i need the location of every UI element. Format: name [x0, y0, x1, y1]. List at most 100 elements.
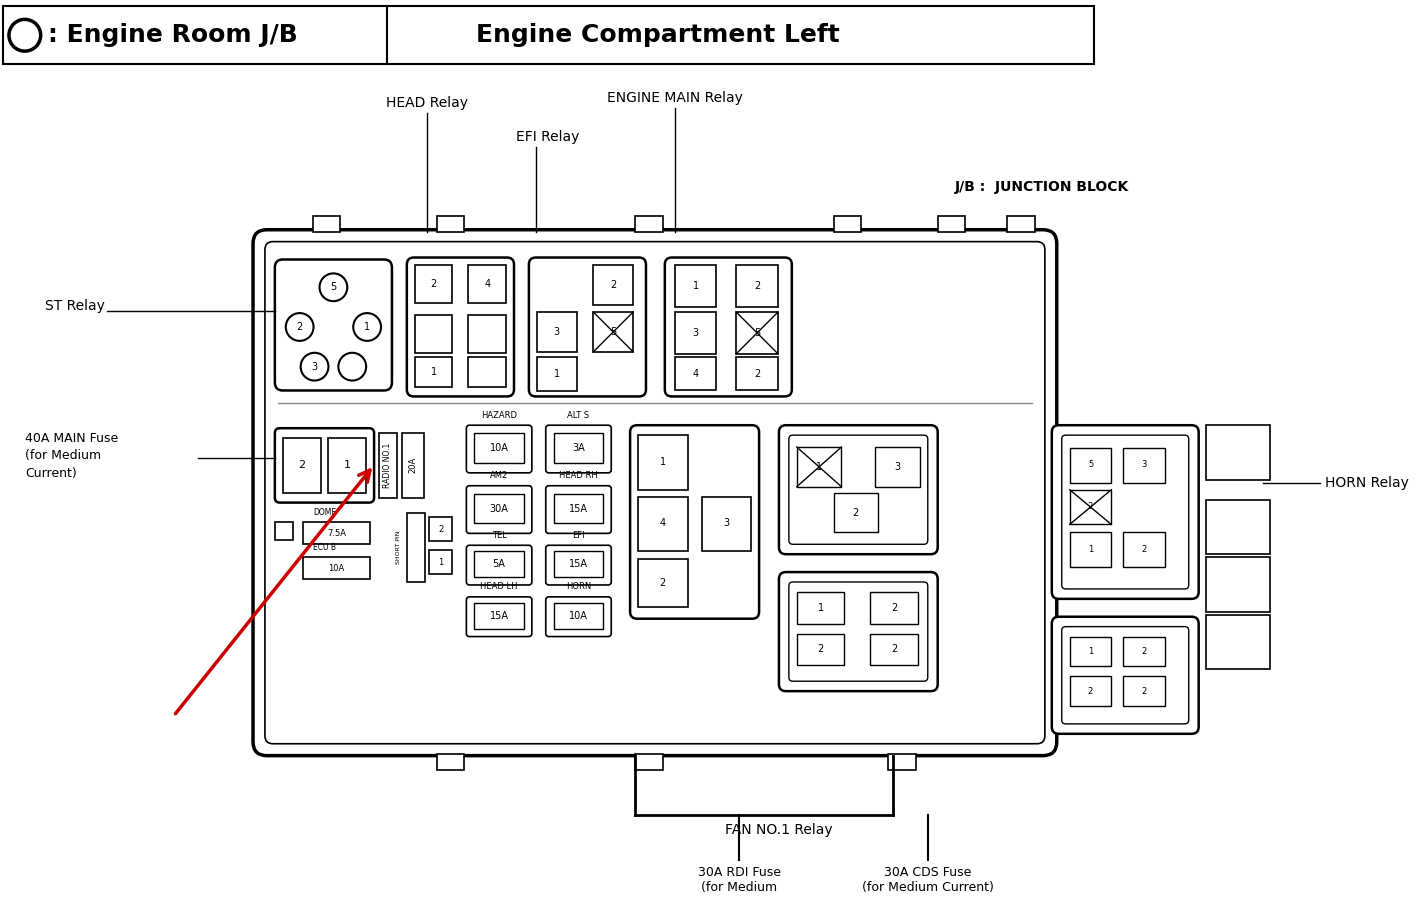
Text: 2: 2 [818, 644, 824, 654]
Text: 1: 1 [343, 460, 351, 470]
Bar [1070, 532, 1112, 567]
Bar [429, 550, 453, 574]
Text: ST Relay: ST Relay [44, 300, 104, 313]
Text: 2: 2 [1141, 545, 1147, 554]
Bar [415, 265, 453, 303]
FancyBboxPatch shape [789, 582, 928, 681]
Bar [737, 265, 778, 307]
Text: 2: 2 [298, 460, 305, 470]
Text: 5: 5 [754, 328, 760, 338]
Bar [469, 315, 506, 353]
FancyBboxPatch shape [630, 425, 760, 619]
Bar [675, 312, 717, 354]
Text: 1: 1 [363, 322, 370, 332]
Bar [593, 312, 633, 352]
Bar [638, 497, 688, 551]
Bar [475, 433, 524, 463]
Text: 7.5A: 7.5A [326, 529, 346, 538]
Text: J/B :  JUNCTION BLOCK: J/B : JUNCTION BLOCK [955, 180, 1129, 194]
Text: Current): Current) [24, 467, 77, 481]
Bar [1123, 636, 1164, 666]
Text: 10A: 10A [490, 443, 509, 453]
FancyBboxPatch shape [265, 242, 1045, 744]
Bar [475, 551, 524, 577]
Bar [638, 435, 688, 490]
Text: 2: 2 [610, 281, 617, 291]
FancyBboxPatch shape [466, 425, 532, 472]
FancyBboxPatch shape [779, 572, 938, 691]
Bar [429, 518, 453, 541]
Bar [537, 357, 577, 392]
FancyBboxPatch shape [779, 425, 938, 554]
Bar [1206, 614, 1270, 670]
Text: ALT S: ALT S [567, 411, 590, 420]
Text: 1: 1 [693, 281, 698, 291]
Bar [675, 357, 717, 390]
Bar [675, 265, 717, 307]
Text: 2: 2 [1087, 502, 1093, 511]
Text: 2: 2 [1141, 687, 1147, 696]
Text: 5: 5 [610, 327, 617, 337]
FancyBboxPatch shape [546, 546, 611, 585]
Bar [1206, 425, 1270, 480]
Text: 2: 2 [1141, 647, 1147, 656]
Text: 1: 1 [437, 557, 443, 567]
Text: : Engine Room J/B: : Engine Room J/B [47, 24, 298, 47]
Bar [1007, 216, 1035, 232]
Text: 2: 2 [660, 578, 665, 588]
Text: 1: 1 [1087, 647, 1093, 656]
Text: FAN NO.1 Relay: FAN NO.1 Relay [725, 823, 832, 837]
Bar [834, 492, 878, 532]
FancyBboxPatch shape [789, 435, 928, 544]
Text: 2: 2 [1087, 687, 1093, 696]
FancyBboxPatch shape [665, 258, 792, 396]
Bar [554, 433, 603, 463]
Text: (for Medium: (for Medium [701, 881, 777, 894]
Text: 2: 2 [754, 368, 760, 378]
Text: RADIO NO.1: RADIO NO.1 [383, 443, 392, 488]
Text: 2: 2 [891, 603, 898, 613]
Text: EFI: EFI [573, 531, 584, 540]
FancyBboxPatch shape [1052, 425, 1198, 599]
Bar [554, 494, 603, 523]
Text: 15A: 15A [569, 503, 589, 513]
Text: DOME: DOME [314, 508, 336, 517]
Text: 3: 3 [1141, 461, 1147, 470]
Text: HEAD RH: HEAD RH [559, 472, 598, 481]
FancyBboxPatch shape [1062, 626, 1188, 724]
Text: 30A: 30A [490, 503, 509, 513]
Bar [737, 312, 778, 354]
Text: 3: 3 [893, 462, 901, 472]
Text: SHORT PIN: SHORT PIN [396, 530, 402, 564]
Text: 3: 3 [553, 327, 560, 337]
Text: 4: 4 [485, 280, 490, 290]
Bar [469, 265, 506, 303]
Text: HORN Relay: HORN Relay [1325, 476, 1408, 490]
Text: HAZARD: HAZARD [482, 411, 517, 420]
Text: 5: 5 [1087, 461, 1093, 470]
Text: 5: 5 [331, 282, 336, 292]
Bar [554, 551, 603, 577]
Bar [475, 494, 524, 523]
FancyBboxPatch shape [406, 258, 514, 396]
Text: TEL: TEL [492, 531, 506, 540]
Text: AM2: AM2 [490, 472, 509, 481]
Bar [406, 512, 425, 582]
Text: 1: 1 [553, 368, 560, 378]
FancyBboxPatch shape [529, 258, 646, 396]
Text: 2: 2 [754, 281, 760, 291]
Text: 15A: 15A [490, 611, 509, 621]
Bar [554, 603, 603, 629]
Text: 30A CDS Fuse: 30A CDS Fuse [884, 866, 972, 880]
Bar [1123, 532, 1164, 567]
Text: 2: 2 [891, 644, 898, 654]
Bar [302, 522, 370, 544]
FancyBboxPatch shape [254, 230, 1057, 756]
Bar [312, 216, 341, 232]
Bar [871, 634, 918, 665]
Text: 2: 2 [430, 280, 436, 290]
Bar [797, 447, 841, 487]
FancyBboxPatch shape [275, 260, 392, 390]
Bar [415, 357, 453, 386]
Text: 1: 1 [815, 462, 822, 472]
